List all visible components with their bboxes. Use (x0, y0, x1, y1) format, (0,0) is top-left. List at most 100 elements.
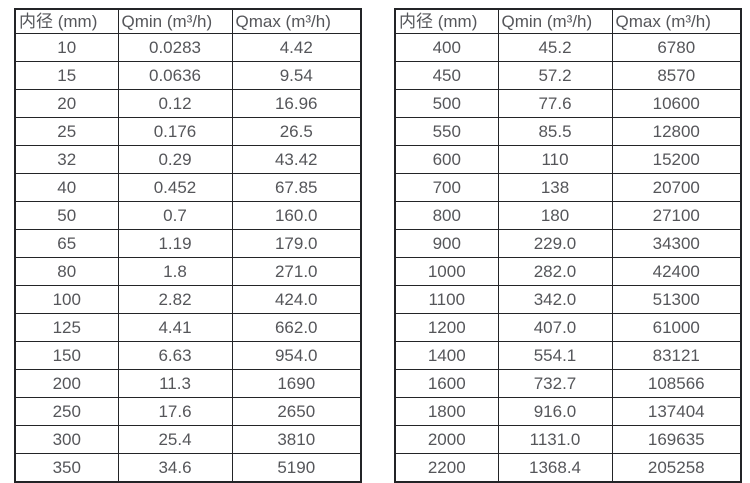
table-cell: 15 (14, 61, 119, 90)
table-cell: 108566 (611, 369, 742, 398)
table-cell: 2650 (231, 397, 362, 426)
header-row: 内径 (mm) Qmin (m³/h) Qmax (m³/h) (394, 8, 742, 34)
table-cell: 205258 (611, 453, 742, 483)
table-row: 2000 1131.0 169635 (394, 425, 742, 454)
table-row: 450 57.2 8570 (394, 61, 742, 90)
header-row: 内径 (mm) Qmin (m³/h) Qmax (m³/h) (14, 8, 362, 34)
table-cell: 17.6 (117, 397, 233, 426)
table-cell: 80 (14, 257, 119, 286)
table-cell: 6780 (611, 33, 742, 62)
table-row: 32 0.29 43.42 (14, 145, 362, 174)
table-cell: 200 (14, 369, 119, 398)
table-row: 550 85.5 12800 (394, 117, 742, 146)
table-cell: 45.2 (497, 33, 613, 62)
table-cell: 10600 (611, 89, 742, 118)
table-row: 125 4.41 662.0 (14, 313, 362, 342)
flow-rate-table-dn10-350: 内径 (mm) Qmin (m³/h) Qmax (m³/h) 10 0.0283 4.4… (14, 8, 362, 483)
table-row: 50 0.7 160.0 (14, 201, 362, 230)
table-row: 100 2.82 424.0 (14, 285, 362, 314)
table-cell: 16.96 (231, 89, 362, 118)
table-cell: 2200 (394, 453, 499, 483)
table-cell: 27100 (611, 201, 742, 230)
table-cell: 32 (14, 145, 119, 174)
table-cell: 160.0 (231, 201, 362, 230)
table-cell: 954.0 (231, 341, 362, 370)
table-cell: 1800 (394, 397, 499, 426)
table-cell: 424.0 (231, 285, 362, 314)
table-row: 900 229.0 34300 (394, 229, 742, 258)
table-cell: 300 (14, 425, 119, 454)
table-cell: 25 (14, 117, 119, 146)
table-cell: 42400 (611, 257, 742, 286)
table-cell: 0.12 (117, 89, 233, 118)
header-cell: Qmax (m³/h) (231, 8, 362, 34)
table-cell: 1400 (394, 341, 499, 370)
table-cell: 1000 (394, 257, 499, 286)
table-cell: 180 (497, 201, 613, 230)
table-cell: 1368.4 (497, 453, 613, 483)
table-cell: 271.0 (231, 257, 362, 286)
table-cell: 61000 (611, 313, 742, 342)
table-cell: 250 (14, 397, 119, 426)
table-cell: 110 (497, 145, 613, 174)
table-row: 400 45.2 6780 (394, 33, 742, 62)
table-cell: 550 (394, 117, 499, 146)
table-row: 1600 732.7 108566 (394, 369, 742, 398)
table-row: 40 0.452 67.85 (14, 173, 362, 202)
table-row: 150 6.63 954.0 (14, 341, 362, 370)
header-cell: Qmax (m³/h) (611, 8, 742, 34)
table-row: 1400 554.1 83121 (394, 341, 742, 370)
table-cell: 3810 (231, 425, 362, 454)
table-cell: 2000 (394, 425, 499, 454)
table-cell: 67.85 (231, 173, 362, 202)
table-cell: 57.2 (497, 61, 613, 90)
table-row: 25 0.176 26.5 (14, 117, 362, 146)
table-row: 800 180 27100 (394, 201, 742, 230)
table-cell: 25.4 (117, 425, 233, 454)
table-cell: 1.19 (117, 229, 233, 258)
header-cell: Qmin (m³/h) (497, 8, 613, 34)
table-cell: 100 (14, 285, 119, 314)
table-cell: 65 (14, 229, 119, 258)
table-cell: 700 (394, 173, 499, 202)
table-cell: 2.82 (117, 285, 233, 314)
table-cell: 8570 (611, 61, 742, 90)
table-row: 300 25.4 3810 (14, 425, 362, 454)
table-row: 1200 407.0 61000 (394, 313, 742, 342)
table-cell: 15200 (611, 145, 742, 174)
table-cell: 0.176 (117, 117, 233, 146)
table-cell: 342.0 (497, 285, 613, 314)
table-cell: 43.42 (231, 145, 362, 174)
table-cell: 9.54 (231, 61, 362, 90)
table-cell: 150 (14, 341, 119, 370)
table-cell: 6.63 (117, 341, 233, 370)
header-cell: Qmin (m³/h) (117, 8, 233, 34)
table-row: 250 17.6 2650 (14, 397, 362, 426)
table-cell: 125 (14, 313, 119, 342)
table-cell: 0.0283 (117, 33, 233, 62)
table-cell: 350 (14, 453, 119, 483)
table-row: 15 0.0636 9.54 (14, 61, 362, 90)
table-cell: 83121 (611, 341, 742, 370)
table-cell: 50 (14, 201, 119, 230)
table-cell: 0.0636 (117, 61, 233, 90)
table-cell: 1600 (394, 369, 499, 398)
table-row: 80 1.8 271.0 (14, 257, 362, 286)
table-row: 700 138 20700 (394, 173, 742, 202)
table-cell: 137404 (611, 397, 742, 426)
table-cell: 0.452 (117, 173, 233, 202)
table-cell: 34.6 (117, 453, 233, 483)
table-cell: 1100 (394, 285, 499, 314)
table-cell: 5190 (231, 453, 362, 483)
table-cell: 1131.0 (497, 425, 613, 454)
table-row: 600 110 15200 (394, 145, 742, 174)
table-cell: 554.1 (497, 341, 613, 370)
table-row: 65 1.19 179.0 (14, 229, 362, 258)
table-cell: 20 (14, 89, 119, 118)
table-cell: 400 (394, 33, 499, 62)
table-cell: 26.5 (231, 117, 362, 146)
table-row: 20 0.12 16.96 (14, 89, 362, 118)
table-cell: 77.6 (497, 89, 613, 118)
flow-rate-table-dn400-2200: 内径 (mm) Qmin (m³/h) Qmax (m³/h) 400 45.2 6780… (394, 8, 742, 483)
